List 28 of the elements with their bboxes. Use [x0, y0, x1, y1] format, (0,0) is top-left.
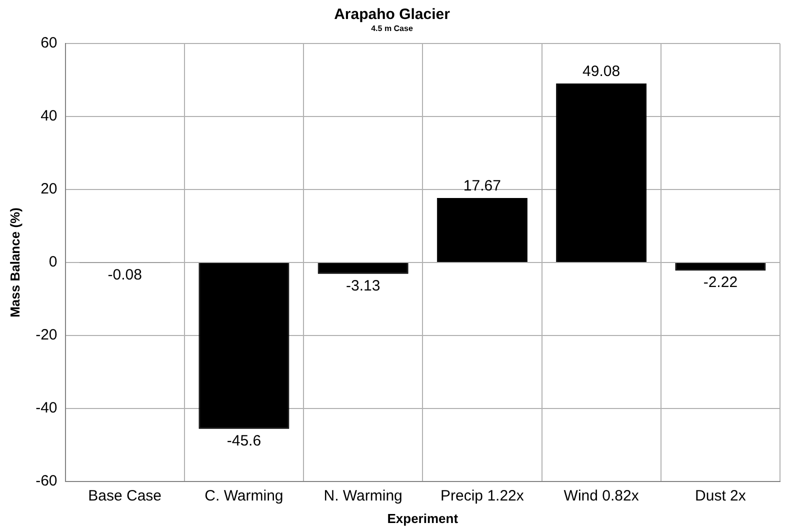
- y-tick-label: 60: [40, 34, 58, 52]
- y-tick-label: -20: [36, 326, 58, 344]
- y-tick-label: -40: [36, 400, 58, 417]
- x-tick-label: Dust 2x: [695, 488, 746, 505]
- data-label: 17.67: [463, 178, 501, 195]
- data-label: -2.22: [703, 274, 738, 292]
- bar: [675, 263, 766, 271]
- chart-subtitle: 4.5 m Case: [371, 24, 414, 34]
- bar: [556, 83, 647, 262]
- y-tick-label: -60: [36, 472, 58, 490]
- data-label: -0.08: [108, 266, 142, 284]
- chart-title: Arapaho Glacier: [334, 6, 450, 24]
- x-axis-title: Experiment: [387, 510, 459, 526]
- y-tick-label: 20: [40, 180, 58, 198]
- x-tick-label: Precip 1.22x: [440, 488, 524, 505]
- x-tick-label: C. Warming: [204, 488, 284, 505]
- y-tick-label: 0: [48, 254, 58, 271]
- y-axis-title: Mass Balance (%): [7, 208, 22, 318]
- x-tick-label: Wind 0.82x: [564, 488, 640, 505]
- bar: [436, 198, 528, 262]
- data-label: -3.13: [346, 278, 380, 295]
- x-tick-label: Base Case: [88, 488, 162, 505]
- x-tick-label: N. Warming: [324, 488, 402, 505]
- data-label: -45.6: [226, 432, 262, 450]
- y-tick-label: 40: [40, 108, 58, 125]
- bar: [198, 263, 290, 429]
- data-label: 49.08: [582, 63, 620, 80]
- bar: [318, 263, 408, 274]
